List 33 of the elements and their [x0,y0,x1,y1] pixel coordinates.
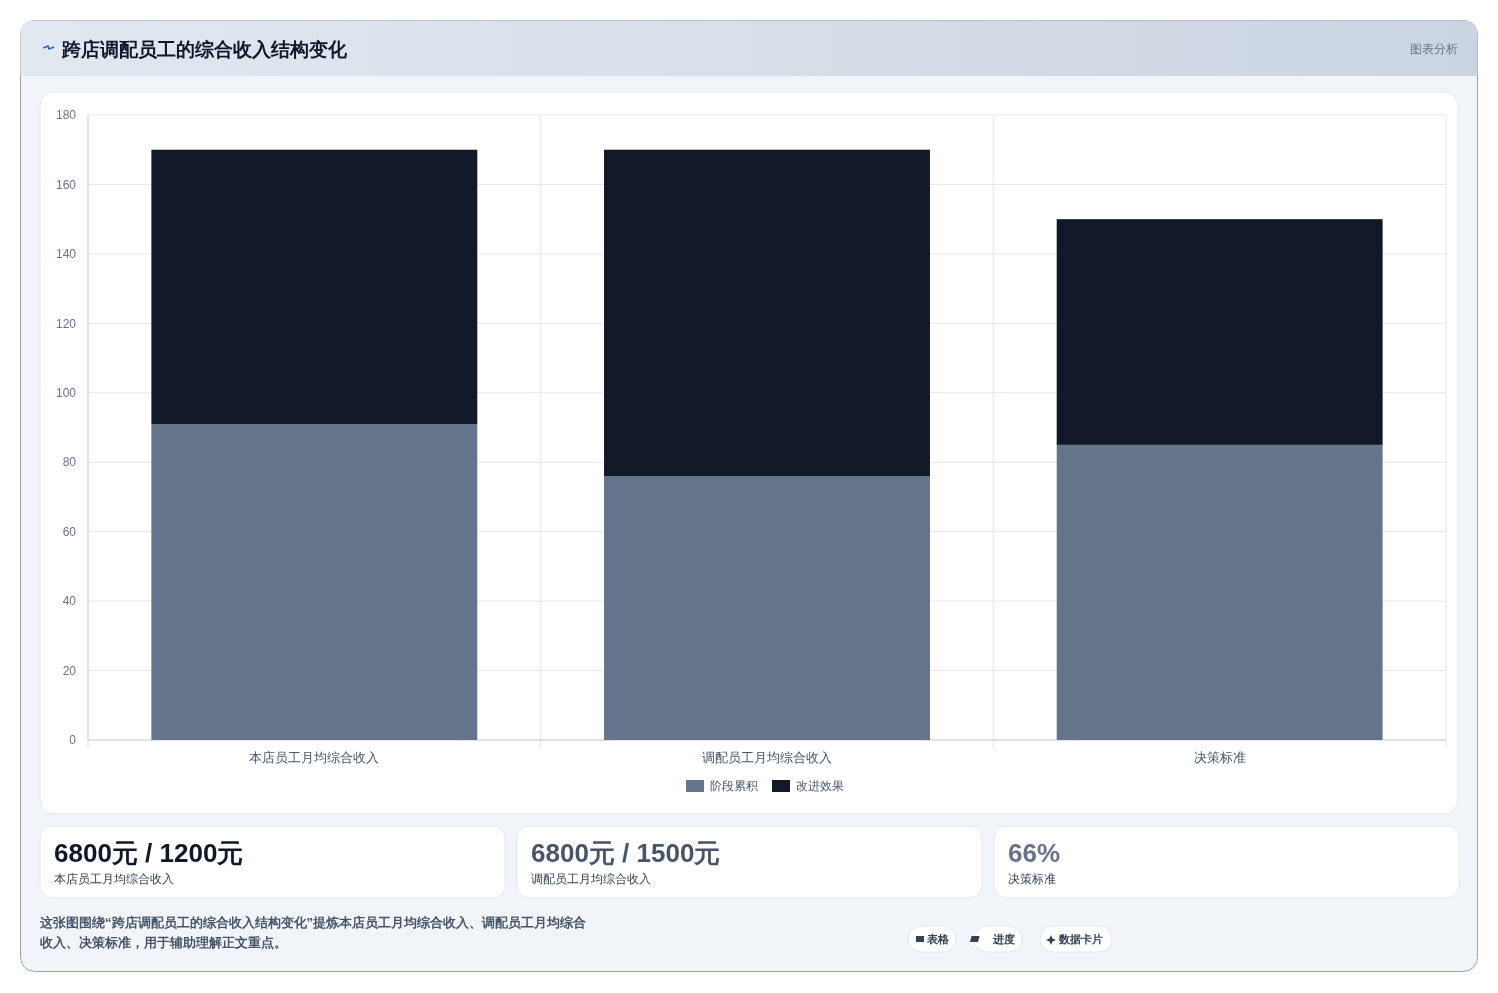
y-tick-label: 100 [55,385,77,400]
chart-title: 跨店调配员工的综合收入结构变化 [61,39,348,60]
y-tick-label: 20 [62,663,77,678]
y-tick-label: 40 [62,594,77,609]
y-tick-label: 120 [55,316,77,331]
text: 调配员工月均综合收入 [531,872,651,886]
text: 决策标准 [1008,872,1056,886]
x-tick-label: 调配员工月均综合收入 [702,750,832,765]
bar [604,149,930,477]
y-tick-label: 160 [55,177,77,192]
legend-label: 阶段累积 [710,779,758,793]
bar [1056,444,1383,740]
text: 进度 [992,933,1015,945]
text: 图表分析 [1410,42,1458,56]
bar [151,149,478,425]
text: 6800元 / 1200元 [54,838,244,868]
y-tick-label: 180 [55,108,77,123]
bar [1056,219,1383,445]
y-tick-label: 60 [62,524,77,539]
y-tick-label: 0 [69,733,77,748]
text: 这张图围绕“跨店调配员工的综合收入结构变化”提炼本店员工月均综合收入、调配员工月均综合收入、决策标准，用于辅助理解正文重点。 [39,915,586,950]
x-tick-label: 决策标准 [1193,750,1246,765]
bar [604,476,930,740]
y-tick-label: 80 [62,455,77,470]
legend-label: 改进效果 [796,779,844,793]
text: 表格 [926,933,950,945]
text: 本店员工月均综合收入 [54,872,174,886]
text: 数据卡片 [1058,933,1103,945]
text: 66% [1008,838,1061,868]
bar [151,424,478,740]
text: 6800元 / 1500元 [531,838,721,868]
y-tick-label: 140 [55,247,77,262]
x-tick-label: 本店员工月均综合收入 [249,750,380,765]
